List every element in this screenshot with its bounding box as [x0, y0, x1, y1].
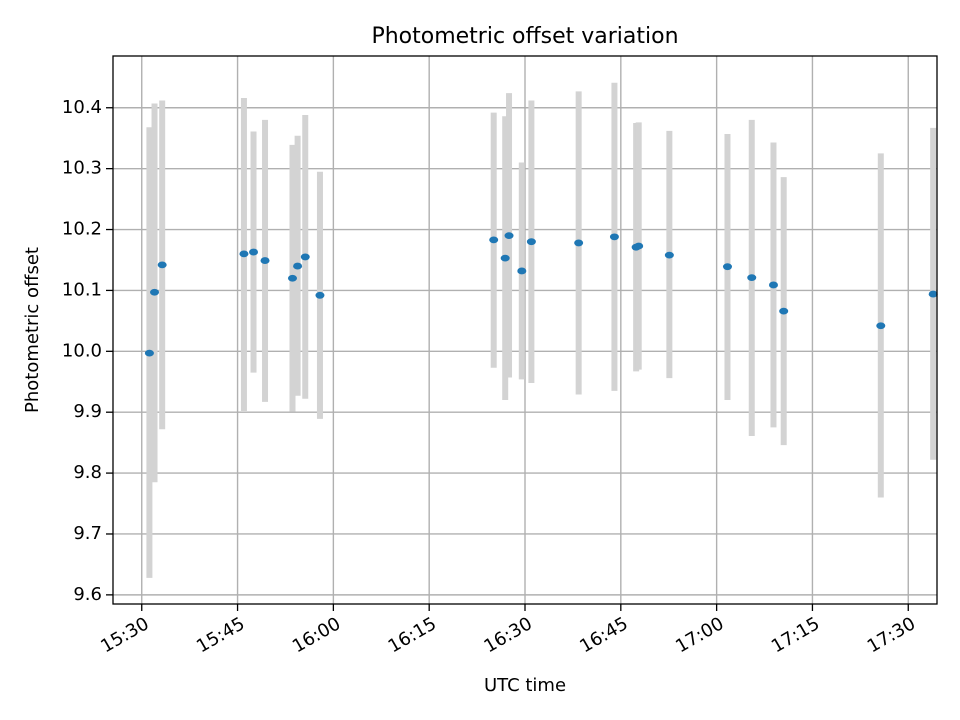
data-point [315, 291, 325, 299]
y-tick-label: 9.8 [73, 462, 102, 483]
y-tick-label: 9.6 [73, 584, 102, 605]
data-point [504, 232, 514, 240]
x-tick-label: 17:15 [768, 613, 823, 657]
data-point [779, 307, 789, 315]
data-point [300, 253, 310, 261]
y-tick-label: 10.4 [62, 97, 102, 118]
data-point [526, 238, 536, 246]
data-point [260, 257, 270, 264]
x-tick-label: 17:30 [864, 613, 919, 657]
x-tick-label: 16:00 [289, 613, 344, 657]
data-point [489, 236, 499, 244]
data-point [517, 267, 527, 275]
data-point [928, 290, 938, 298]
data-point [249, 248, 259, 256]
data-point [876, 322, 886, 330]
y-axis-label: Photometric offset [22, 247, 43, 413]
data-point [664, 251, 674, 259]
data-point [150, 288, 160, 296]
x-tick-label: 16:15 [385, 613, 440, 657]
data-point [293, 262, 303, 270]
data-point [768, 281, 778, 289]
data-point [239, 250, 249, 258]
point-layer [144, 232, 938, 357]
data-point [500, 254, 510, 262]
data-point [609, 233, 619, 241]
data-point [634, 242, 644, 250]
data-point [287, 274, 297, 282]
data-point [722, 263, 732, 271]
data-point [574, 239, 584, 247]
y-tick-label: 10.2 [62, 219, 102, 240]
x-tick-label: 16:45 [576, 613, 631, 657]
data-point [157, 261, 167, 269]
x-tick-label: 16:30 [480, 613, 535, 657]
data-point [747, 274, 757, 282]
x-tick-label: 17:00 [672, 613, 727, 657]
y-tick-label: 10.3 [62, 158, 102, 179]
grid-layer [113, 56, 937, 604]
y-tick-label: 9.9 [73, 401, 102, 422]
x-tick-label: 15:30 [97, 613, 152, 657]
errorbar-layer [146, 82, 937, 578]
x-tick-label: 15:45 [193, 613, 248, 657]
x-tick-layer: 15:30 15:45 16:00 16:15 16:30 16:45 17:00 17:15… [97, 604, 919, 657]
x-axis-label: UTC time [484, 675, 566, 696]
y-tick-layer: 9.6 9.7 9.8 9.9 10.0 10.1 10.2 10.3 10.4 [62, 97, 113, 605]
y-tick-label: 10.1 [62, 279, 102, 300]
chart-title: Photometric offset variation [371, 24, 678, 49]
y-tick-label: 10.0 [62, 340, 102, 361]
data-point [144, 349, 154, 357]
y-tick-label: 9.7 [73, 523, 102, 544]
